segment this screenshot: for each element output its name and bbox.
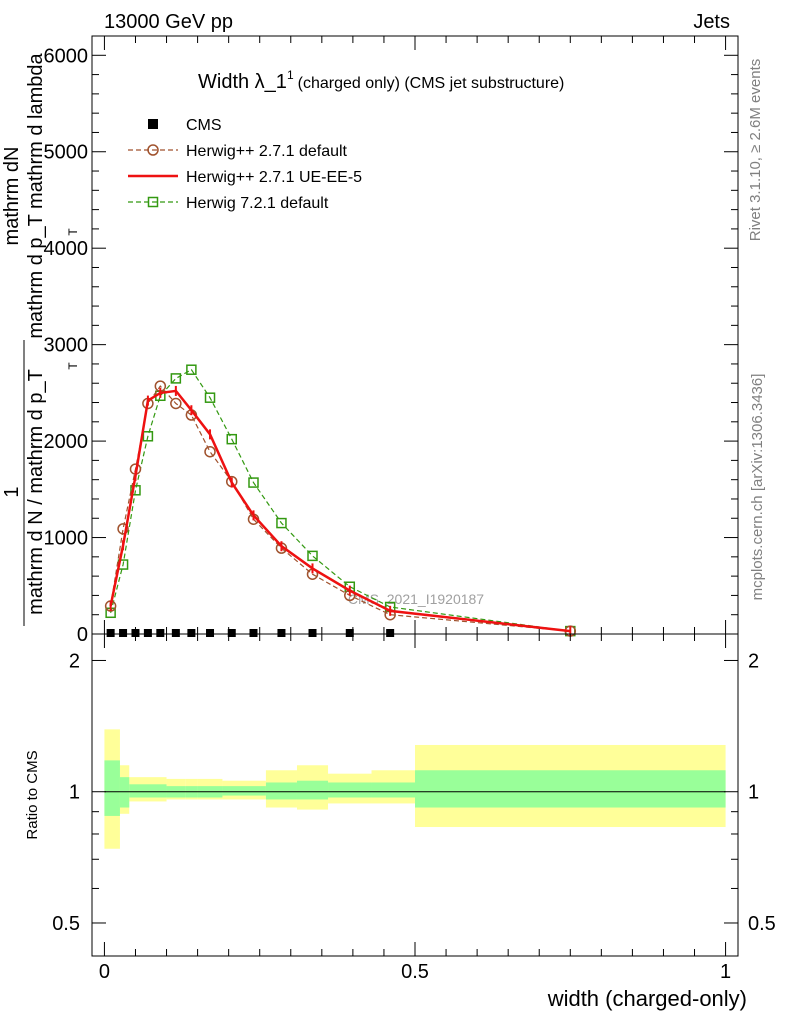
- x-axis-label: width (charged-only): [547, 986, 747, 1011]
- legend-label: Herwig++ 2.7.1 default: [186, 143, 348, 160]
- x-tick-label: 1: [720, 961, 731, 983]
- main-y-tick-label: 0: [77, 624, 88, 646]
- data-point: [249, 629, 258, 637]
- data-point: [131, 629, 140, 637]
- main-y-tick-label: 6000: [44, 45, 89, 67]
- legend: CMS Herwig++ 2.7.1 default Herwig++ 2.7.1 …: [128, 117, 362, 212]
- series-cms: [106, 629, 395, 637]
- legend-label: Herwig 7.2.1 default: [186, 195, 329, 212]
- ratio-y-tick-label: 1: [69, 782, 80, 804]
- ratio-y-tick-label: 2: [69, 650, 80, 672]
- data-point: [171, 629, 180, 637]
- data-point: [204, 445, 216, 458]
- ylabel-numerator: mathrm dN: [1, 147, 23, 246]
- ratio-y-tick-label: 0.5: [52, 913, 80, 935]
- data-point: [386, 629, 395, 637]
- ratio-y-tick-label-right: 1: [748, 782, 759, 804]
- main-y-tick-label: 4000: [44, 238, 89, 260]
- ylabel-subscript-lower: T: [66, 362, 80, 370]
- series-hw271-default: [104, 380, 577, 637]
- ratio-stat-uncertainty-band: [296, 780, 329, 800]
- legend-entry-hw271-default: Herwig++ 2.7.1 default: [128, 143, 348, 160]
- data-point: [277, 629, 286, 637]
- main-y-tick-label: 3000: [44, 335, 89, 357]
- ratio-y-tick-label-right: 0.5: [748, 913, 776, 935]
- data-point: [170, 397, 182, 410]
- ratio-y-tick-label-right: 2: [748, 650, 759, 672]
- ylabel-numerator-2: mathrm d p_T mathrm d lambda: [25, 52, 47, 338]
- data-point: [307, 550, 318, 562]
- data-point: [186, 364, 197, 375]
- legend-entry-hw271-ueee5: Herwig++ 2.7.1 UE-EE-5: [128, 169, 362, 186]
- series-hw721-default: [105, 364, 576, 637]
- data-point: [308, 629, 317, 637]
- series-line: [109, 389, 571, 633]
- data-point: [204, 392, 216, 403]
- data-point: [130, 485, 141, 496]
- data-point: [170, 373, 182, 384]
- legend-symbol: [147, 196, 159, 208]
- ylabel-subscript: T: [66, 228, 80, 236]
- ratio-stat-uncertainty-band: [265, 782, 297, 800]
- ratio-stat-uncertainty-band: [222, 786, 266, 796]
- plot-title-superscript: 1: [287, 68, 294, 82]
- ratio-bands: [104, 729, 726, 849]
- header-category-label: Jets: [693, 11, 730, 33]
- data-point: [142, 431, 154, 442]
- data-point: [206, 629, 215, 637]
- ylabel-denominator: mathrm d N / mathrm d p_T: [25, 369, 47, 615]
- main-y-axis: 0 1000 2000 3000 4000 5000 6000: [44, 35, 738, 646]
- data-point: [345, 629, 354, 637]
- main-x-axis: [103, 36, 727, 634]
- main-y-tick-label: 1000: [44, 528, 89, 550]
- plot-title: Width λ_11 (charged only) (CMS jet substr…: [198, 68, 564, 93]
- ratio-stat-uncertainty-band: [328, 782, 372, 798]
- data-point: [248, 477, 259, 488]
- main-y-axis-label: 1 mathrm d N / mathrm d p_T mathrm dN ma…: [1, 52, 80, 626]
- plot-subtitle: (charged only) (CMS jet substructure): [298, 75, 565, 92]
- ratio-x-axis: 0 0.5 1: [99, 634, 731, 983]
- rivet-version-label: Rivet 3.1.10, ≥ 2.6M events: [747, 59, 764, 242]
- legend-symbol: [147, 144, 159, 156]
- ratio-stat-uncertainty-band: [129, 784, 167, 798]
- main-y-tick-label: 5000: [44, 142, 89, 164]
- ratio-y-axis-label: Ratio to CMS: [24, 750, 41, 839]
- data-point: [143, 629, 152, 637]
- data-point: [276, 517, 287, 529]
- mcplots-reference-label: mcplots.cern.ch [arXiv:1306.3436]: [749, 374, 766, 601]
- data-point: [117, 523, 129, 535]
- series-line: [110, 385, 571, 632]
- data-point: [106, 629, 115, 637]
- series-line: [110, 368, 571, 632]
- legend-label: CMS: [186, 117, 222, 134]
- ratio-stat-uncertainty-band: [371, 782, 415, 798]
- ratio-stat-uncertainty-band: [415, 770, 726, 808]
- data-point: [227, 629, 236, 637]
- x-tick-label: 0: [99, 961, 110, 983]
- x-tick-label: 0.5: [401, 961, 429, 983]
- data-point: [156, 629, 165, 637]
- ratio-y-axis: 0.5 0.5 1 1 2 2: [52, 650, 776, 935]
- series-layer: [104, 364, 577, 637]
- legend-label: Herwig++ 2.7.1 UE-EE-5: [186, 169, 362, 186]
- legend-symbol: [148, 119, 158, 129]
- ratio-stat-uncertainty-band: [119, 777, 130, 808]
- ylabel-fraction-one: 1: [1, 486, 23, 497]
- header-energy-label: 13000 GeV pp: [104, 11, 233, 33]
- ratio-panel: 0.5 0.51 12 2 0 0.5 1 Ratio to CMS width (cha…: [24, 633, 776, 1011]
- ratio-stat-uncertainty-band: [104, 760, 120, 816]
- main-y-tick-label: 2000: [44, 431, 89, 453]
- legend-entry-cms: CMS: [148, 117, 222, 134]
- data-point: [226, 433, 238, 445]
- data-point: [187, 629, 196, 637]
- data-point: [119, 629, 128, 637]
- legend-entry-hw721-default: Herwig 7.2.1 default: [128, 195, 329, 212]
- series-hw271-ueee5: [109, 385, 572, 637]
- plot-title-main: Width λ_1: [198, 71, 287, 93]
